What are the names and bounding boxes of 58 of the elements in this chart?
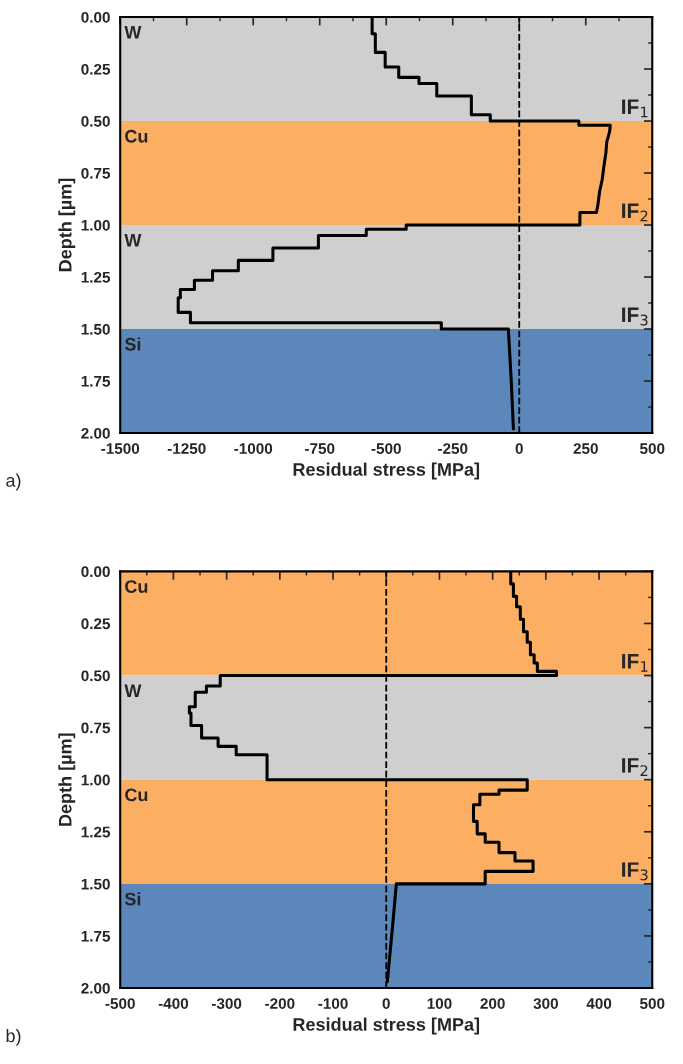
y-tick-label: 1.00 [81,774,110,786]
x-tick-label: 0 [515,443,523,454]
y-tick-label: 2.00 [81,427,110,439]
annotation: IF$_{3}$ [622,307,648,326]
y-tick-label: 1.75 [81,376,111,387]
x-tick-label: 500 [639,443,665,454]
y-tick-label: 0.25 [81,618,111,630]
y-axis-title: Depth [µm] [58,178,76,272]
x-tick-label: -500 [371,443,401,454]
x-tick-label: -400 [158,998,189,1009]
annotation: IF$_{1}$ [622,654,648,672]
x-tick-label: -1500 [101,443,140,454]
annotation: IF$_{2}$ [622,758,648,776]
band-label: W [124,26,142,39]
x-tick-label: -1250 [167,443,206,454]
x-axis-title: Residual stress [MPa] [293,1017,480,1035]
annotation: IF$_{2}$ [622,203,648,222]
x-tick-label: 500 [639,998,665,1009]
y-tick-label: 1.50 [81,323,110,335]
y-tick-label: 0.50 [81,670,110,682]
x-axis-title: Residual stress [MPa] [293,462,480,480]
y-tick-label: 0.50 [81,115,110,127]
band-label: Cu [125,129,148,143]
y-tick-label: 1.25 [81,826,111,838]
text: b) [6,1028,21,1046]
x-tick-label: 200 [480,998,505,1009]
annotation: IF$_{1}$ [622,99,648,118]
x-tick-label: -300 [211,998,242,1009]
y-tick-label: 0.25 [81,63,111,75]
band-label: Cu [125,788,148,802]
band-label: W [124,684,142,697]
x-tick-label: -500 [105,998,135,1009]
y-tick-label: 2.00 [81,982,110,994]
band-label: Si [124,337,141,351]
y-tick-label: 0.00 [81,566,110,578]
text: a) [6,473,21,491]
x-tick-label: -250 [438,443,468,454]
y-tick-label: 0.00 [81,11,110,23]
band-label: Cu [125,580,148,593]
y-axis-title: Depth [µm] [58,733,76,826]
x-tick-label: 400 [586,998,612,1009]
band-label: W [124,234,142,247]
band-label: Si [124,892,141,906]
y-tick-label: 1.75 [81,930,111,942]
x-tick-label: 250 [573,443,598,454]
x-tick-label: -200 [265,998,295,1009]
y-tick-label: 1.50 [81,878,110,890]
x-tick-label: 100 [427,998,452,1009]
x-tick-label: -100 [318,998,348,1009]
x-tick-label: 300 [533,998,558,1009]
y-tick-label: 1.25 [81,271,111,283]
y-tick-label: 0.75 [81,167,111,179]
annotation: IF$_{3}$ [622,862,648,881]
x-tick-label: -1000 [234,443,273,454]
y-tick-label: 0.75 [81,722,111,734]
x-tick-label: -750 [305,443,335,454]
x-tick-label: 0 [382,998,390,1009]
y-tick-label: 1.00 [81,219,110,231]
